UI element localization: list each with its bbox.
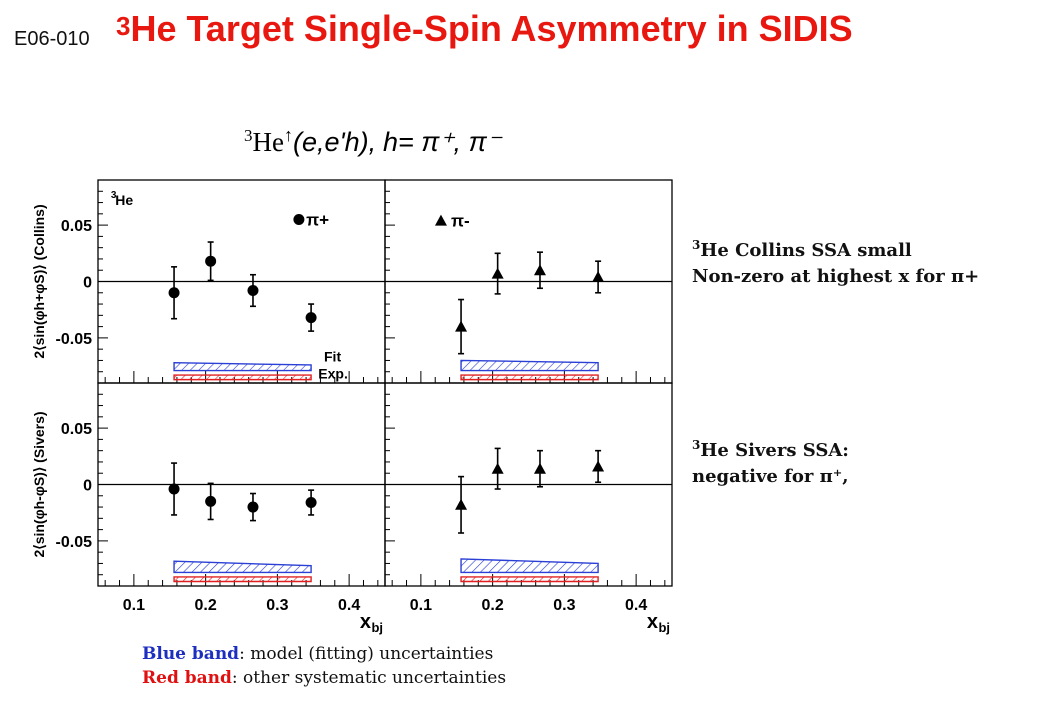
reaction-superscript: 3 xyxy=(244,126,253,145)
x-tick-label: 0.3 xyxy=(266,597,288,614)
data-point-triangle xyxy=(533,462,546,474)
data-point-circle xyxy=(247,501,259,513)
legend-marker-triangle xyxy=(434,214,447,226)
panel-1-1: 0.1 0.2 0.3 0.4x bj xyxy=(384,382,673,635)
exp-band xyxy=(173,374,312,381)
y-tick-label: 0.05 xyxy=(61,218,92,235)
x-axis-title-subscript: bj xyxy=(658,620,670,635)
data-point-triangle xyxy=(455,498,468,510)
x-tick-label: 0.1 xyxy=(123,597,145,614)
data-point-circle xyxy=(168,483,180,495)
blue-band-note: Blue band: model (fitting) uncertainties xyxy=(142,642,506,666)
panel-1-0: -0.05 0 0.05 2⟨sin(φh-φS)⟩ (Sivers) 0.1 0.2 0.… xyxy=(31,382,386,635)
y-tick-label: 0.05 xyxy=(61,421,92,438)
spin-arrow: ↑ xyxy=(283,125,293,145)
collins-note: 3He Collins SSA small Non-zero at highes… xyxy=(692,232,979,290)
x-axis-title-subscript: bj xyxy=(371,620,383,635)
fit-band xyxy=(173,560,312,574)
fit-band xyxy=(173,361,312,372)
sivers-note: 3He Sivers SSA: negative for π⁺, xyxy=(692,432,849,490)
title-superscript: 3 xyxy=(116,11,131,41)
x-tick-label: 0.4 xyxy=(625,597,647,614)
y-tick-label: -0.05 xyxy=(56,331,93,348)
red-band-key: Red band xyxy=(142,668,232,688)
data-point-triangle xyxy=(592,460,605,472)
exp-band xyxy=(460,374,599,381)
y-axis-title: 2⟨sin(φh-φS)⟩ (Sivers) xyxy=(31,411,47,557)
fit-band xyxy=(460,558,599,574)
title-bar: E06-010 3He Target Single-Spin Asymmetry… xyxy=(0,0,1056,64)
sivers-note-line1: He Sivers SSA: xyxy=(700,440,849,461)
x-tick-label: 0.3 xyxy=(553,597,575,614)
reaction-hadron-definition: h= π⁺, π⁻ xyxy=(382,127,501,157)
data-point-triangle xyxy=(592,270,605,282)
y-tick-label: -0.05 xyxy=(56,534,93,551)
exp-band xyxy=(460,576,599,583)
data-point-triangle xyxy=(455,320,468,332)
sivers-note-line2: negative for π⁺, xyxy=(692,466,849,487)
legend-label-pi-plus: π+ xyxy=(306,210,329,229)
exp-band-label: Exp. xyxy=(318,365,348,381)
data-point-triangle xyxy=(533,264,546,276)
x-axis-title: x xyxy=(360,611,371,633)
x-tick-label: 0.2 xyxy=(482,597,504,614)
collins-note-line1: He Collins SSA small xyxy=(700,240,912,261)
target-label-superscript: 3 xyxy=(111,190,117,201)
title-text: He Target Single-Spin Asymmetry in SIDIS xyxy=(130,8,853,49)
blue-band-text: : model (fitting) uncertainties xyxy=(239,644,494,664)
sivers-note-superscript: 3 xyxy=(692,438,701,452)
red-band-note: Red band: other systematic uncertainties xyxy=(142,666,506,690)
red-band-text: : other systematic uncertainties xyxy=(231,668,507,688)
reaction-process: (e,e'h), xyxy=(292,127,377,157)
data-point-triangle xyxy=(491,267,504,279)
x-tick-label: 0.2 xyxy=(195,597,217,614)
target-label: He xyxy=(115,192,133,208)
data-point-triangle xyxy=(491,462,504,474)
exp-band xyxy=(173,576,312,583)
legend-marker-circle xyxy=(293,213,305,225)
fit-band-label: Fit xyxy=(324,349,341,365)
y-axis-title: 2⟨sin(φh+φS)⟩ (Collins) xyxy=(31,204,47,358)
band-legend: Blue band: model (fitting) uncertainties… xyxy=(142,642,506,690)
panel-0-1: π- xyxy=(384,179,673,384)
experiment-code: E06-010 xyxy=(14,28,90,50)
y-tick-label: 0 xyxy=(83,275,92,292)
data-point-circle xyxy=(247,285,259,297)
data-point-circle xyxy=(305,312,317,324)
x-tick-label: 0.4 xyxy=(338,597,360,614)
data-point-circle xyxy=(168,287,180,299)
collins-note-superscript: 3 xyxy=(692,238,701,252)
y-tick-label: 0 xyxy=(83,478,92,495)
data-point-circle xyxy=(205,495,217,507)
legend-label-pi-minus: π- xyxy=(451,212,470,231)
data-point-circle xyxy=(205,255,217,267)
blue-band-key: Blue band xyxy=(142,644,240,664)
reaction-formula: 3He↑(e,e'h), h= π⁺, π⁻ xyxy=(244,125,501,158)
page-title: 3He Target Single-Spin Asymmetry in SIDI… xyxy=(116,8,853,50)
data-point-circle xyxy=(305,497,317,509)
reaction-base: He xyxy=(252,127,284,157)
panel-0-0: -0.05 0 0.05 2⟨sin(φh+φS)⟩ (Collins) FitExp.… xyxy=(31,179,386,384)
fit-band xyxy=(460,359,599,372)
x-axis-title: x xyxy=(647,611,658,633)
x-tick-label: 0.1 xyxy=(410,597,432,614)
collins-note-line2: Non-zero at highest x for π+ xyxy=(692,266,980,287)
